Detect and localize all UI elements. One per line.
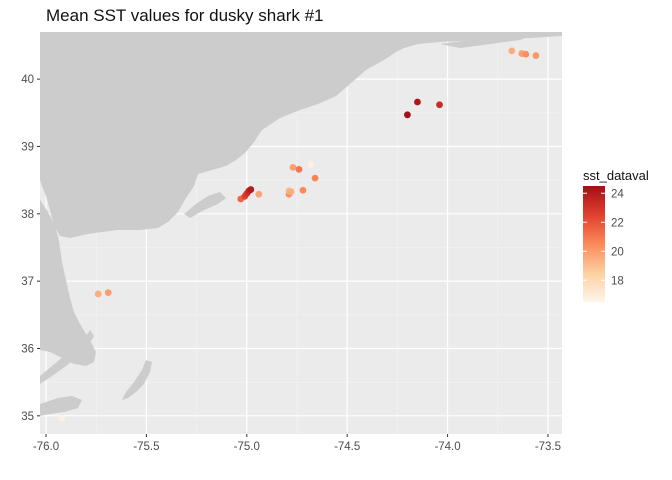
sst-point — [104, 289, 112, 296]
axes: -76.0 -75.5 -75.0 -74.5 -74.0 -73.5 35 36 37 38 39… — [21, 74, 561, 453]
sst-point — [414, 98, 421, 106]
legend-tick-label: 18 — [611, 275, 624, 287]
y-tick-label: 35 — [21, 411, 34, 423]
x-tick-label: -74.0 — [434, 441, 460, 453]
land-barrier-island — [122, 360, 152, 400]
colorbar-legend: sst_dataval 18 20 22 24 — [583, 168, 649, 302]
sst-point — [508, 47, 516, 55]
x-tick-label: -75.5 — [133, 441, 159, 453]
y-tick-label: 40 — [21, 74, 34, 86]
x-tick-label: -75.0 — [234, 441, 260, 453]
sst-point — [295, 165, 303, 173]
x-tick-label: -74.5 — [334, 441, 360, 453]
sst-point — [532, 52, 540, 59]
land-peninsula — [40, 330, 94, 384]
x-tick-label: -73.5 — [535, 441, 561, 453]
sst-point — [311, 174, 319, 182]
y-tick-label: 37 — [21, 276, 34, 288]
x-tick-label: -76.0 — [33, 441, 59, 453]
land-cape — [184, 192, 226, 218]
sst-point — [289, 163, 297, 171]
sst-point — [522, 50, 530, 58]
data-points — [58, 47, 540, 422]
legend-tick-label: 22 — [611, 217, 624, 229]
y-tick-label: 36 — [21, 343, 34, 355]
plot-title: Mean SST values for dusky shark #1 — [46, 6, 324, 25]
land-long-island — [440, 34, 535, 48]
sst-point — [436, 101, 443, 109]
legend-tick-label: 24 — [611, 188, 624, 200]
land-bay-shore — [40, 200, 96, 366]
legend-tick-label: 20 — [611, 246, 624, 258]
sst-point — [307, 161, 315, 169]
sst-point — [247, 186, 255, 193]
land-small-island — [398, 38, 418, 46]
sst-point — [255, 190, 263, 198]
y-tick-label: 38 — [21, 209, 34, 221]
colorbar — [583, 186, 605, 302]
y-tick-label: 39 — [21, 141, 34, 153]
land-south-shore — [40, 396, 82, 416]
legend-title: sst_dataval — [583, 168, 649, 183]
sst-point — [404, 111, 411, 119]
land-main — [40, 32, 562, 238]
land-mass — [40, 32, 562, 416]
sst-point — [94, 290, 102, 298]
sst-point — [299, 186, 307, 194]
sst-point — [58, 415, 66, 422]
sst-point — [287, 188, 295, 195]
